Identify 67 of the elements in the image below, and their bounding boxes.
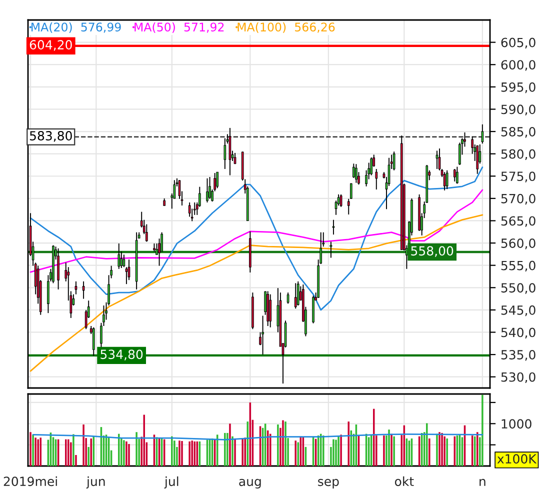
ref-line-label: 534,80 xyxy=(100,350,143,360)
ref-line-label: 604,20 xyxy=(30,40,72,51)
ref-line-label: 583,80 xyxy=(30,131,72,142)
x-tick-label: sep xyxy=(318,478,339,489)
candlestick xyxy=(262,315,264,356)
y-tick-label: 595,0 xyxy=(501,82,536,94)
ref-line-label: 558,00 xyxy=(411,246,454,257)
candlestick xyxy=(330,241,332,258)
x-tick-label: jul xyxy=(164,476,178,489)
line-series xyxy=(30,166,484,311)
candlestick xyxy=(340,194,342,208)
y-tick-label: 590,0 xyxy=(501,104,536,116)
y-tick-label: 570,0 xyxy=(501,194,536,205)
y-tick-label: 555,0 xyxy=(501,260,536,272)
candlestick xyxy=(458,142,461,166)
candlestick xyxy=(122,254,126,268)
candlestick xyxy=(158,238,160,266)
y-tick-label: 580,0 xyxy=(501,149,536,160)
y-axis-title: x100K xyxy=(497,454,537,464)
candlestick xyxy=(370,156,373,176)
candlestick xyxy=(269,294,272,328)
x-tick-label: 2019mei xyxy=(4,476,57,486)
legend-label: MA(50) 571,92 xyxy=(134,22,224,33)
candlestick xyxy=(296,280,300,306)
y-tick-label: 530,0 xyxy=(501,372,536,384)
candlestick xyxy=(464,132,466,148)
y-tick-label: 560,0 xyxy=(501,238,536,250)
y-tick-label: 545,0 xyxy=(501,305,536,316)
candlestick xyxy=(206,178,208,203)
x-tick-label: jun xyxy=(86,476,105,489)
candlestick xyxy=(294,282,297,310)
candlestick xyxy=(320,232,322,264)
candlestick xyxy=(456,166,458,184)
y-tick-label: 535,0 xyxy=(501,350,536,361)
candlestick xyxy=(347,198,350,215)
candlestick xyxy=(476,144,479,174)
legend-label: MA(100) 566,26 xyxy=(238,22,335,33)
y-tick-label: 585,0 xyxy=(501,126,536,138)
line-series xyxy=(30,214,484,372)
candlestick xyxy=(118,242,120,270)
candlestick xyxy=(332,219,335,236)
y-tick-label: 575,0 xyxy=(501,172,536,182)
candlestick xyxy=(92,326,95,356)
y-tick-label: 605,0 xyxy=(501,38,536,49)
x-tick-label: aug xyxy=(239,478,261,489)
candlestick xyxy=(145,224,148,242)
candlestick xyxy=(453,168,456,182)
x-tick-label: okt xyxy=(394,476,414,486)
y-tick-label: 540,0 xyxy=(501,328,536,338)
candlestick xyxy=(355,164,358,184)
candlestick xyxy=(481,124,484,144)
candlestick xyxy=(350,182,352,200)
y-tick-label: 600,0 xyxy=(501,60,536,71)
candlestick xyxy=(443,172,446,191)
legend-label: MA(20) 576,99 xyxy=(32,22,121,33)
x-tick-label: n xyxy=(480,478,486,486)
candlestick xyxy=(208,176,211,200)
candlestick xyxy=(216,172,219,189)
candlestick xyxy=(224,138,226,170)
candlestick xyxy=(446,170,448,190)
candlestick xyxy=(188,202,191,218)
line-series xyxy=(30,189,484,273)
y-tick-label: 550,0 xyxy=(501,283,536,294)
candlestick xyxy=(375,168,378,190)
candlestick xyxy=(392,151,396,171)
y-tick-label: 565,0 xyxy=(501,216,536,227)
y-tick-label: 1000 xyxy=(502,419,532,429)
